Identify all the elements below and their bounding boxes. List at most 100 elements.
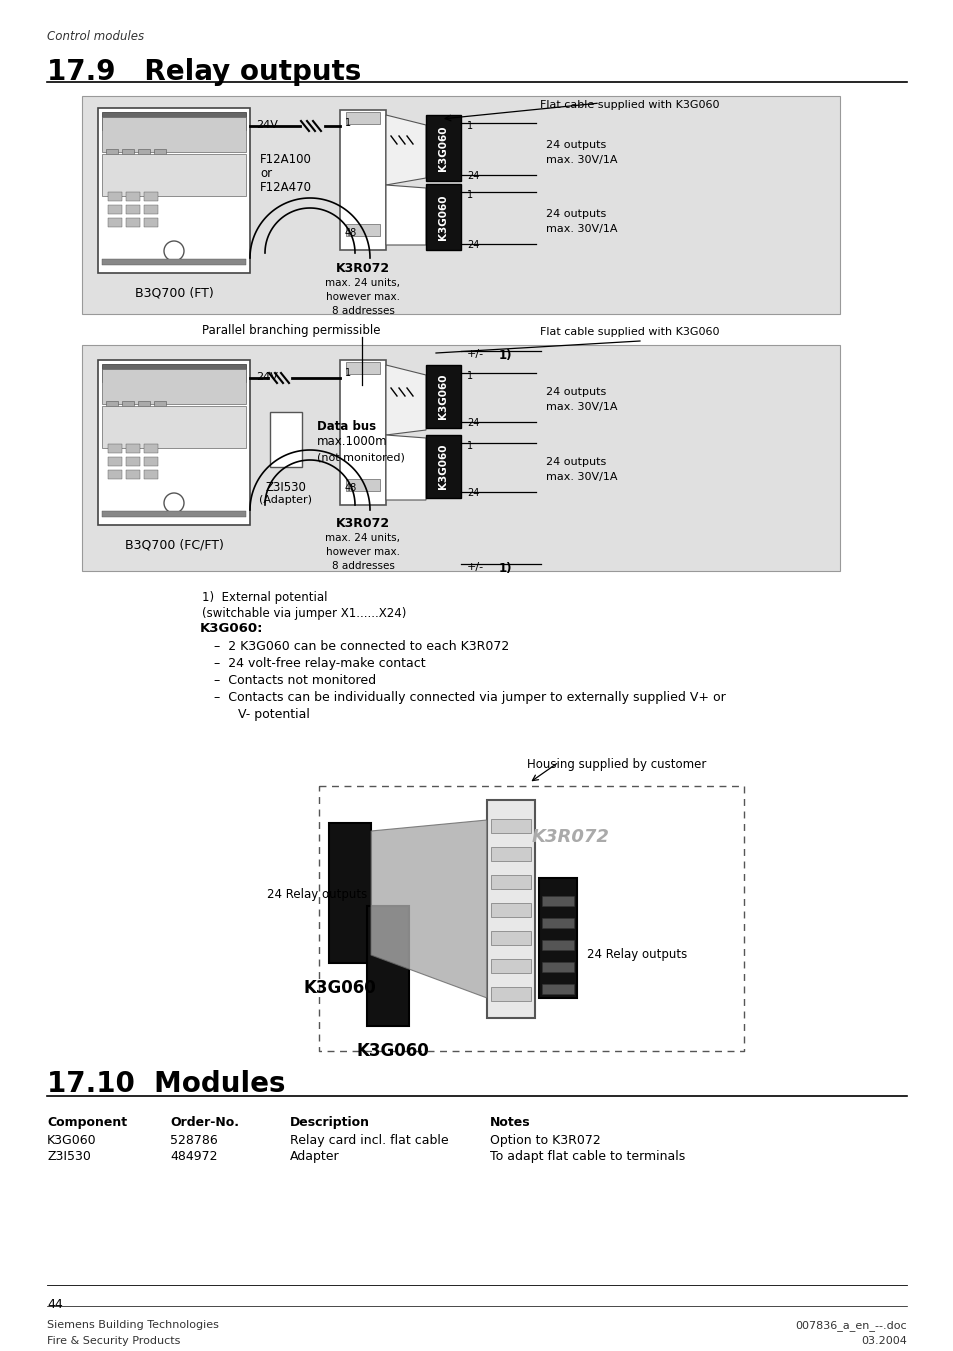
Text: 24V: 24V: [255, 120, 277, 130]
Bar: [82, 96, 840, 313]
Text: K3R072: K3R072: [335, 262, 390, 276]
Bar: [346, 480, 379, 490]
Bar: [126, 457, 140, 466]
Text: 24: 24: [467, 240, 478, 250]
Bar: [339, 109, 386, 250]
Text: V- potential: V- potential: [237, 708, 310, 721]
Text: 1: 1: [467, 190, 473, 200]
Text: B3Q700 (FT): B3Q700 (FT): [134, 286, 213, 300]
Text: 44: 44: [47, 1298, 63, 1310]
Text: 528786: 528786: [170, 1133, 217, 1147]
Text: Order-No.: Order-No.: [170, 1116, 239, 1129]
Bar: [108, 444, 122, 453]
Text: 24 outputs: 24 outputs: [545, 141, 605, 150]
Bar: [367, 907, 409, 1025]
Text: 24: 24: [467, 488, 478, 499]
Text: 24 outputs: 24 outputs: [545, 457, 605, 467]
Text: Siemens Building Technologies: Siemens Building Technologies: [47, 1320, 218, 1329]
Bar: [339, 359, 386, 505]
Text: 24 outputs: 24 outputs: [545, 386, 605, 397]
Bar: [126, 470, 140, 480]
Text: however max.: however max.: [326, 547, 399, 557]
Text: F12A100: F12A100: [260, 153, 312, 166]
Text: 1): 1): [498, 349, 512, 362]
Bar: [144, 205, 158, 213]
Bar: [153, 401, 166, 409]
Bar: [538, 878, 577, 998]
Text: or: or: [260, 168, 272, 180]
Bar: [491, 988, 531, 1001]
Text: 24 Relay outputs: 24 Relay outputs: [267, 888, 367, 901]
Bar: [108, 470, 122, 480]
Bar: [426, 184, 460, 250]
Text: 1: 1: [467, 122, 473, 131]
Text: Option to K3R072: Option to K3R072: [490, 1133, 600, 1147]
Text: (not monitored): (not monitored): [316, 453, 404, 462]
Text: max. 24 units,: max. 24 units,: [325, 278, 400, 288]
Bar: [126, 205, 140, 213]
Text: 1: 1: [467, 440, 473, 451]
Text: 48: 48: [345, 228, 356, 238]
Bar: [102, 369, 246, 404]
Text: –  Contacts not monitored: – Contacts not monitored: [213, 674, 375, 688]
Text: Component: Component: [47, 1116, 127, 1129]
Text: max. 30V/1A: max. 30V/1A: [545, 471, 617, 482]
Bar: [104, 176, 244, 181]
Bar: [346, 362, 379, 374]
Text: –  2 K3G060 can be connected to each K3R072: – 2 K3G060 can be connected to each K3R0…: [213, 640, 509, 653]
Text: Relay card incl. flat cable: Relay card incl. flat cable: [290, 1133, 448, 1147]
Bar: [102, 511, 246, 517]
Text: K3G060: K3G060: [437, 126, 448, 170]
Bar: [104, 427, 244, 434]
Text: +/-: +/-: [467, 349, 483, 359]
Text: Z3I530: Z3I530: [265, 481, 306, 494]
Text: Data bus: Data bus: [316, 420, 375, 434]
Text: –  24 volt-free relay-make contact: – 24 volt-free relay-make contact: [213, 657, 425, 670]
Text: max. 30V/1A: max. 30V/1A: [545, 224, 617, 234]
Text: K3G060:: K3G060:: [200, 621, 263, 635]
Bar: [426, 365, 460, 428]
Bar: [541, 940, 574, 950]
Bar: [153, 149, 166, 158]
Bar: [491, 875, 531, 889]
Bar: [98, 359, 250, 526]
Text: 1: 1: [345, 118, 351, 128]
Bar: [541, 984, 574, 994]
Text: 24 outputs: 24 outputs: [545, 209, 605, 219]
Bar: [108, 218, 122, 227]
Bar: [270, 412, 302, 467]
Text: K3G060: K3G060: [437, 443, 448, 489]
Text: 1)  External potential: 1) External potential: [202, 590, 327, 604]
Text: max. 24 units,: max. 24 units,: [325, 534, 400, 543]
Text: K3G060: K3G060: [356, 1042, 429, 1061]
Polygon shape: [386, 185, 426, 245]
Bar: [102, 112, 246, 130]
Bar: [426, 115, 460, 181]
Text: K3G060: K3G060: [437, 195, 448, 239]
Bar: [491, 819, 531, 834]
Text: max. 30V/1A: max. 30V/1A: [545, 155, 617, 165]
Text: K3R072: K3R072: [532, 828, 609, 846]
Text: B3Q700 (FC/FT): B3Q700 (FC/FT): [125, 539, 223, 553]
Text: 17.9   Relay outputs: 17.9 Relay outputs: [47, 58, 361, 86]
Bar: [102, 118, 246, 153]
Bar: [108, 192, 122, 201]
Text: max. 30V/1A: max. 30V/1A: [545, 403, 617, 412]
Text: Notes: Notes: [490, 1116, 530, 1129]
Bar: [144, 218, 158, 227]
Bar: [541, 962, 574, 971]
Text: 1: 1: [345, 367, 351, 378]
Text: –  Contacts can be individually connected via jumper to externally supplied V+ o: – Contacts can be individually connected…: [213, 690, 725, 704]
Bar: [144, 470, 158, 480]
Text: Parallel branching permissible: Parallel branching permissible: [202, 324, 380, 336]
Bar: [98, 108, 250, 273]
Text: K3G060: K3G060: [47, 1133, 96, 1147]
Bar: [104, 417, 244, 424]
Text: K3G060: K3G060: [437, 373, 448, 419]
Text: 48: 48: [345, 484, 356, 493]
Bar: [126, 218, 140, 227]
Text: 17.10  Modules: 17.10 Modules: [47, 1070, 285, 1098]
Bar: [138, 401, 150, 409]
Text: 24: 24: [467, 172, 478, 181]
Text: 24V: 24V: [255, 372, 277, 382]
